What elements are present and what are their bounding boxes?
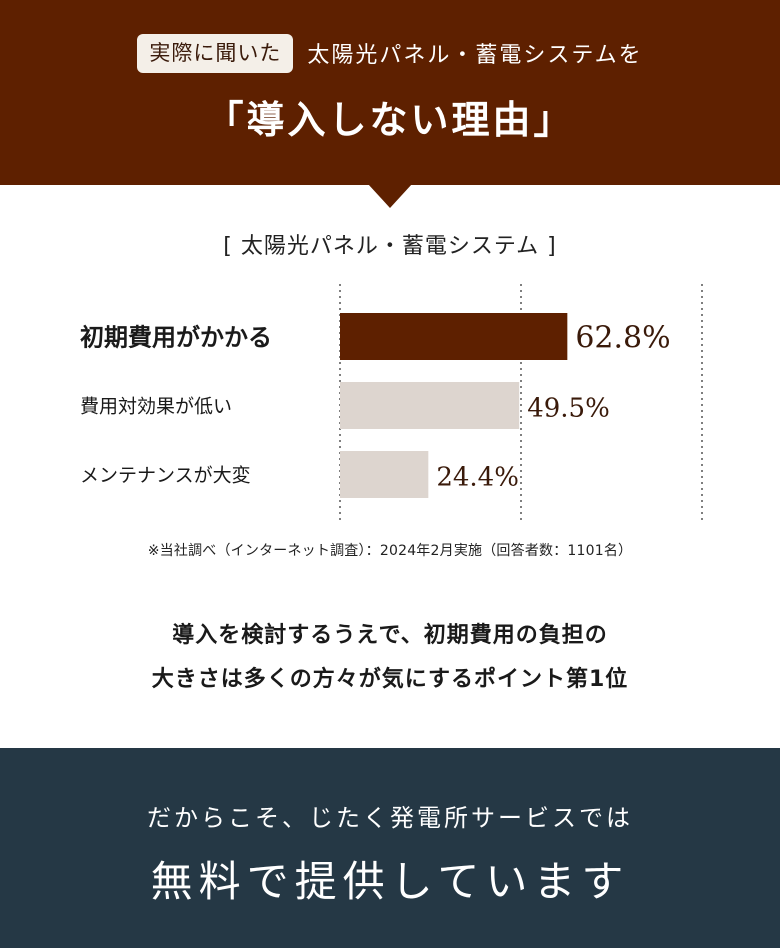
bar-1: [340, 313, 568, 360]
chart-title: [ 太陽光パネル・蓄電システム ]: [223, 234, 557, 259]
value-label-2: 49.5%: [527, 394, 610, 424]
summary-message: 導入を検討するうえで、初期費用の負担の 大きさは多くの方々が気にするポイント第1…: [0, 614, 780, 702]
header-banner: 実際に聞いた 太陽光パネル・蓄電システムを 「導入しない理由」: [0, 0, 780, 185]
bar-chart: 初期費用がかかる 62.8% 費用対効果が低い 49.5% メンテナンスが大変 24.4%: [80, 284, 703, 522]
source-note: ※当社調べ（インターネット調査）：2024年2月実施（回答者数：1101名）: [147, 543, 633, 559]
category-label-3: メンテナンスが大変: [80, 465, 251, 487]
footer-subtitle: だからこそ、じたく発電所サービスでは: [147, 804, 633, 832]
value-label-3: 24.4%: [436, 463, 519, 493]
header-badge: 実際に聞いた: [137, 33, 294, 73]
category-label-1: 初期費用がかかる: [80, 324, 272, 352]
header-pointer-arrow: [368, 184, 412, 208]
footer-title: 無料で提供しています: [150, 857, 630, 906]
header-subtitle-row: 実際に聞いた 太陽光パネル・蓄電システムを: [0, 33, 780, 73]
category-label-2: 費用対効果が低い: [80, 396, 232, 418]
header-subtitle: 太陽光パネル・蓄電システムを: [307, 43, 643, 68]
value-label-1: 62.8%: [575, 321, 670, 356]
footer-banner: だからこそ、じたく発電所サービスでは 無料で提供しています: [0, 748, 780, 948]
bar-3: [340, 451, 429, 498]
summary-message-line2: 大きさは多くの方々が気にするポイント第1位: [151, 667, 629, 692]
summary-message-line1: 導入を検討するうえで、初期費用の負担の: [172, 623, 608, 648]
header-title: 「導入しない理由」: [205, 97, 575, 142]
bar-2: [340, 382, 520, 429]
